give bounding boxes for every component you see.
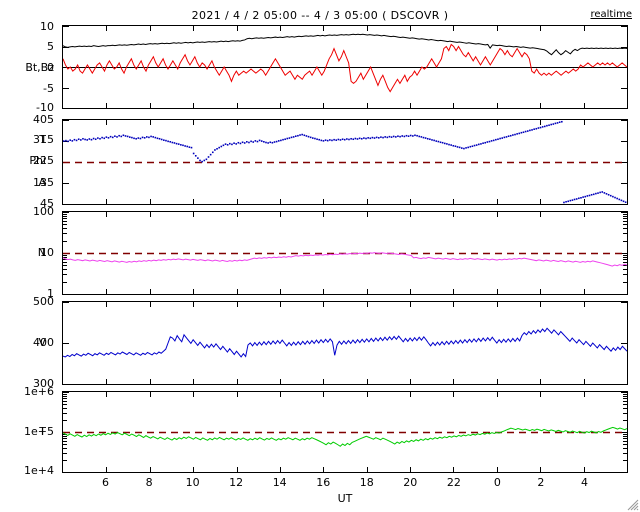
ytick-p2-1: 10 bbox=[40, 246, 54, 259]
axis-label-a: A bbox=[38, 176, 46, 189]
ytick-p0-1: 5 bbox=[47, 40, 54, 53]
axis-label-phi: Phi bbox=[29, 154, 46, 167]
x-tick-label: 22 bbox=[446, 476, 461, 489]
ytick-p0-4: -10 bbox=[36, 101, 54, 114]
panel-proton-density bbox=[62, 211, 628, 295]
ytick-p1-0: 405 bbox=[33, 113, 54, 126]
ytick-p2-2: 1 bbox=[47, 287, 54, 300]
series-Bt bbox=[63, 33, 627, 56]
ytick-p0-3: -5 bbox=[43, 82, 54, 95]
x-tick-label: 6 bbox=[102, 476, 110, 489]
axis-label-v: V bbox=[38, 336, 46, 349]
ytick-p1-2: 225 bbox=[33, 154, 54, 167]
series-V bbox=[63, 327, 627, 358]
ytick-p1-3: 135 bbox=[33, 176, 54, 189]
realtime-label: realtime bbox=[590, 9, 632, 20]
series-Phi bbox=[63, 120, 627, 204]
ytick-p4-0: 1e+6 bbox=[24, 385, 54, 398]
ytick-p0-2: 0 bbox=[47, 61, 54, 74]
ytick-p4-2: 1e+4 bbox=[24, 464, 54, 477]
axis-label-t: T bbox=[39, 133, 46, 146]
x-tick-label: 4 bbox=[580, 476, 588, 489]
ytick-p3-0: 500 bbox=[33, 295, 54, 308]
series-Bz bbox=[63, 43, 627, 93]
x-tick-label: 12 bbox=[229, 476, 244, 489]
x-tick-label: 18 bbox=[359, 476, 374, 489]
ytick-p1-1: 315 bbox=[33, 133, 54, 146]
plot-area-magnetic-field bbox=[63, 26, 627, 108]
ytick-p1-4: 45 bbox=[40, 197, 54, 210]
panel-magnetic-field bbox=[62, 25, 628, 109]
x-tick-label: 8 bbox=[145, 476, 153, 489]
series-T bbox=[63, 426, 627, 447]
x-tick-label: 2 bbox=[537, 476, 545, 489]
plot-area-solar-wind-speed bbox=[63, 302, 627, 384]
ytick-p3-2: 300 bbox=[33, 377, 54, 390]
x-tick-label: 20 bbox=[403, 476, 418, 489]
panel-proton-temperature bbox=[62, 391, 628, 473]
x-tick-label: 10 bbox=[185, 476, 200, 489]
ytick-p0-0: 10 bbox=[40, 20, 54, 33]
x-tick-label: 14 bbox=[272, 476, 287, 489]
plot-area-proton-temperature bbox=[63, 392, 627, 472]
x-tick-label: 16 bbox=[316, 476, 331, 489]
panel-flow-angle bbox=[62, 119, 628, 205]
resize-grip-icon[interactable] bbox=[625, 497, 639, 511]
axis-label-bt-bz: Bt,Bz bbox=[25, 61, 54, 74]
series-N bbox=[63, 252, 627, 267]
panel-solar-wind-speed bbox=[62, 301, 628, 385]
ytick-p2-0: 100 bbox=[33, 205, 54, 218]
ytick-p3-1: 400 bbox=[33, 336, 54, 349]
plot-area-proton-density bbox=[63, 212, 627, 294]
axis-label-n: N bbox=[37, 246, 46, 259]
x-axis-label: UT bbox=[337, 492, 353, 505]
ytick-p4-1: 1e+5 bbox=[24, 425, 54, 438]
axis-label-temperature: T bbox=[39, 425, 46, 438]
page-title: 2021 / 4 / 2 05:00 -- 4 / 3 05:00 ( DSCO… bbox=[191, 9, 449, 22]
x-tick-label: 0 bbox=[493, 476, 501, 489]
plot-area-flow-angle bbox=[63, 120, 627, 204]
